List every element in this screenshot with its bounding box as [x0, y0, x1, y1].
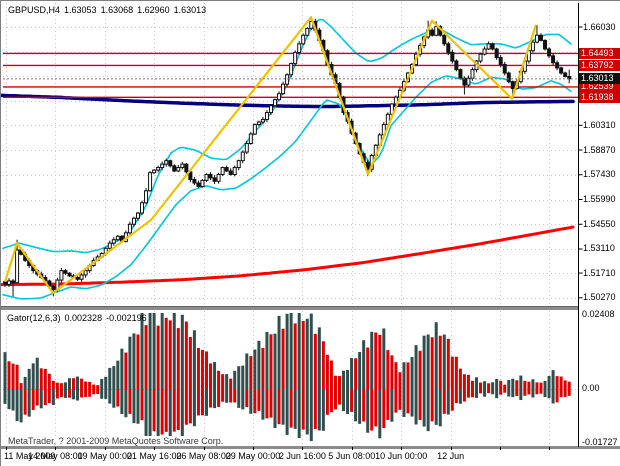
time-tick-label: 12 Jun: [437, 451, 465, 461]
indicator-title: Gator(12,6,3) 0.002328 -0.002196: [7, 313, 151, 323]
panel-separator[interactable]: [1, 306, 579, 310]
indicator-lower-value: -0.002196: [106, 313, 147, 323]
symbol-period-label: GBPUSD,H4: [8, 5, 61, 15]
price-level-tag: 1.62539: [579, 81, 620, 93]
main-chart-plot[interactable]: [1, 3, 579, 306]
price-tick-label: 1.53110: [583, 243, 615, 254]
time-tick-label: 5 Jun 08:00: [328, 451, 376, 461]
indicator-name-label: Gator(12,6,3): [7, 313, 61, 323]
price-tick-label: 1.58870: [583, 144, 616, 155]
time-tick-label: 2 Jun 16:00: [278, 451, 326, 461]
indicator-axis-max-label: 0.02408: [582, 309, 615, 319]
chart-title: GBPUSD,H4 1.63053 1.63068 1.62960 1.63013: [8, 5, 210, 15]
copyright-text: MetaTrader, ? 2001-2009 MetaQuotes Softw…: [6, 436, 226, 446]
gator-plot[interactable]: [3, 311, 579, 446]
time-tick-label: 21 May 16:00: [126, 451, 182, 461]
high-value: 1.63068: [100, 5, 134, 15]
indicator-upper-value: 0.002328: [64, 313, 103, 323]
low-value: 1.62960: [137, 5, 170, 15]
axes: [1, 3, 620, 450]
price-tick-label: 1.55990: [583, 194, 616, 204]
time-tick-label: 19 May 00:00: [77, 451, 133, 461]
price-tick-label: 1.60310: [583, 119, 616, 130]
time-axis-separator[interactable]: [1, 446, 620, 449]
price-level-tag: 1.61938: [579, 91, 620, 103]
price-level-tag: 1.63792: [579, 59, 620, 71]
price-tick-label: 1.51710: [583, 267, 616, 278]
time-tick-label: 29 May 00:00: [225, 451, 281, 461]
price-tick-label: 1.50270: [583, 292, 616, 303]
price-tick-label: 1.66030: [583, 21, 616, 32]
indicator-axis-zero-label: 0.00: [582, 383, 600, 393]
open-value: 1.63053: [64, 5, 97, 15]
price-level-tag: 1.64493: [579, 47, 620, 59]
time-tick-label: 14 May 08:00: [28, 451, 83, 461]
time-tick-label: 10 Jun 00:00: [375, 451, 428, 461]
price-tick-label: 1.57430: [583, 169, 616, 180]
time-tick-label: 26 May 08:00: [176, 451, 231, 461]
price-tick-label: 1.54550: [583, 218, 616, 229]
close-value: 1.63013: [173, 5, 207, 15]
bid-price-tag: 1.63013: [579, 73, 620, 85]
indicator-axis-min-label: -0.01727: [582, 437, 618, 447]
time-tick-label: 11 May 2009: [4, 451, 56, 461]
